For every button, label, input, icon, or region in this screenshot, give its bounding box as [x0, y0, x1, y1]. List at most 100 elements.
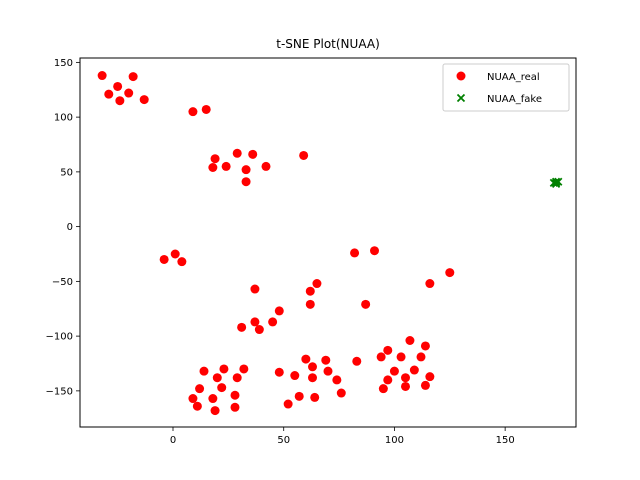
- data-point-nuaa-real: [188, 394, 198, 404]
- legend-label-nuaa-real: NUAA_real: [487, 72, 540, 83]
- data-point-nuaa-real: [261, 161, 271, 171]
- data-point-nuaa-real: [299, 150, 309, 160]
- data-point-nuaa-real: [188, 107, 198, 117]
- plot-frame: [79, 57, 577, 428]
- y-tick-label: −50: [52, 277, 73, 288]
- legend-marker-nuaa-real: [456, 71, 466, 81]
- data-point-nuaa-real: [232, 148, 242, 158]
- data-point-nuaa-real: [420, 380, 430, 390]
- data-point-nuaa-real: [221, 161, 231, 171]
- data-point-nuaa-real: [199, 366, 209, 376]
- data-point-nuaa-real: [248, 149, 258, 159]
- data-point-nuaa-real: [383, 375, 393, 385]
- data-point-nuaa-real: [217, 383, 227, 393]
- data-point-nuaa-real: [241, 165, 251, 175]
- data-point-nuaa-real: [401, 381, 410, 391]
- data-point-nuaa-real: [283, 399, 293, 409]
- data-point-nuaa-real: [139, 95, 149, 105]
- data-point-nuaa-real: [396, 352, 406, 362]
- y-tick-label: 100: [54, 113, 73, 124]
- data-point-nuaa-real: [113, 81, 123, 91]
- data-point-nuaa-real: [274, 367, 284, 377]
- data-point-nuaa-real: [350, 248, 360, 258]
- data-point-nuaa-real: [124, 88, 134, 98]
- data-point-nuaa-real: [268, 317, 278, 327]
- data-point-nuaa-real: [378, 384, 388, 394]
- data-point-nuaa-real: [195, 384, 205, 394]
- data-point-nuaa-real: [401, 373, 410, 383]
- x-tick-label: 100: [385, 435, 404, 446]
- x-axis: 0 50 100 150: [170, 427, 515, 446]
- data-point-nuaa-real: [416, 352, 426, 362]
- y-tick-label: 0: [67, 222, 73, 233]
- data-point-nuaa-real: [97, 71, 107, 81]
- data-point-nuaa-real: [254, 325, 264, 335]
- chart-title: t-SNE Plot(NUAA): [276, 37, 380, 51]
- data-point-nuaa-fake: [551, 177, 561, 186]
- data-point-nuaa-real: [192, 401, 202, 411]
- data-point-nuaa-real: [308, 362, 317, 372]
- data-point-nuaa-real: [230, 402, 240, 412]
- data-point-nuaa-real: [389, 366, 399, 376]
- data-point-nuaa-real: [201, 104, 211, 114]
- data-points: [97, 71, 563, 416]
- data-point-nuaa-real: [321, 355, 331, 365]
- data-point-nuaa-real: [310, 392, 320, 402]
- data-point-nuaa-real: [219, 364, 229, 374]
- data-point-nuaa-real: [425, 279, 435, 289]
- legend: NUAA_real NUAA_fake: [442, 63, 570, 112]
- data-point-nuaa-real: [208, 162, 218, 172]
- data-point-nuaa-real: [312, 279, 322, 289]
- data-point-nuaa-real: [425, 372, 435, 382]
- x-tick-label: 150: [496, 435, 515, 446]
- data-point-nuaa-real: [409, 365, 419, 375]
- data-point-nuaa-real: [208, 394, 218, 404]
- legend-label-nuaa-fake: NUAA_fake: [487, 94, 542, 105]
- data-point-nuaa-real: [332, 375, 342, 385]
- plot-area: [80, 58, 576, 427]
- y-tick-label: 50: [60, 167, 73, 178]
- data-point-nuaa-real: [336, 388, 346, 398]
- data-point-nuaa-real: [301, 354, 311, 364]
- data-point-nuaa-real: [383, 345, 393, 355]
- data-point-nuaa-real: [305, 286, 315, 296]
- data-point-nuaa-real: [250, 284, 260, 294]
- x-tick-label: 0: [170, 435, 176, 446]
- data-point-nuaa-real: [361, 299, 371, 309]
- data-point-nuaa-real: [405, 335, 415, 345]
- data-point-nuaa-real: [232, 373, 242, 383]
- data-point-nuaa-real: [290, 371, 300, 381]
- data-point-nuaa-real: [445, 268, 455, 278]
- data-point-nuaa-real: [294, 391, 304, 401]
- data-point-nuaa-real: [230, 390, 240, 400]
- data-point-nuaa-real: [170, 249, 180, 259]
- data-point-nuaa-real: [104, 89, 114, 99]
- x-tick-label: 50: [277, 435, 290, 446]
- data-point-nuaa-real: [239, 364, 249, 374]
- data-point-nuaa-real: [305, 299, 315, 309]
- data-point-nuaa-real: [370, 246, 379, 256]
- data-point-nuaa-real: [376, 352, 386, 362]
- y-tick-label: −150: [46, 386, 73, 397]
- y-tick-label: 150: [54, 58, 73, 69]
- data-point-nuaa-real: [237, 322, 247, 332]
- data-point-nuaa-real: [212, 373, 222, 383]
- data-point-nuaa-real: [420, 341, 430, 351]
- data-point-nuaa-real: [352, 356, 362, 366]
- legend-box: [442, 63, 570, 112]
- data-point-nuaa-real: [210, 406, 220, 416]
- legend-marker-nuaa-fake: [456, 93, 466, 103]
- data-point-nuaa-real: [159, 254, 169, 264]
- data-point-nuaa-real: [308, 373, 317, 383]
- data-point-nuaa-real: [323, 366, 333, 376]
- y-axis: −150 −100 −50 0 50 100 150: [46, 58, 80, 397]
- data-point-nuaa-real: [128, 72, 138, 82]
- data-point-nuaa-real: [274, 306, 284, 316]
- data-point-nuaa-real: [177, 257, 187, 267]
- y-tick-label: −100: [46, 332, 73, 343]
- data-point-nuaa-real: [210, 154, 220, 164]
- data-point-nuaa-real: [250, 317, 260, 327]
- data-point-nuaa-real: [241, 177, 251, 187]
- data-point-nuaa-fake: [554, 177, 563, 186]
